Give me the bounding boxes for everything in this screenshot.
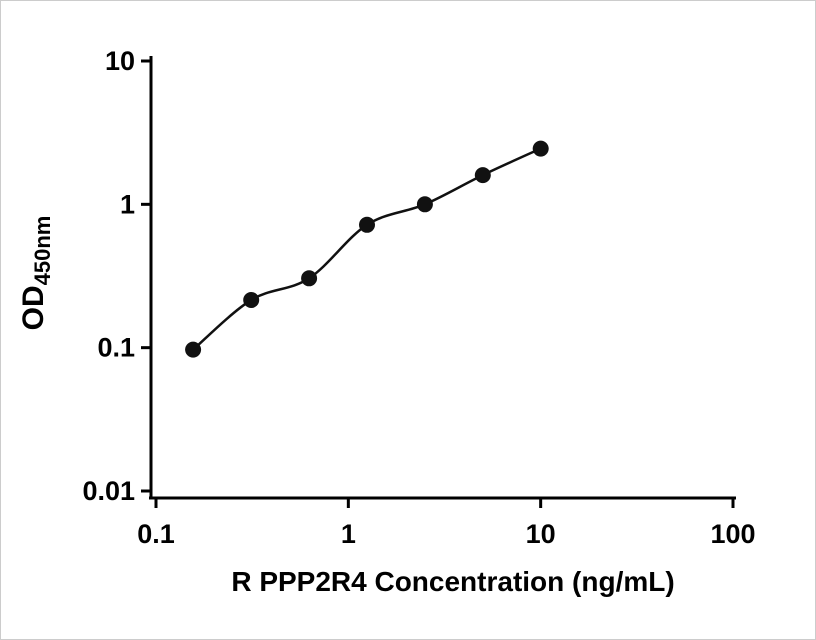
data-point (185, 341, 202, 358)
y-tick-label: 10 (105, 46, 135, 76)
y-tick-label: 1 (120, 189, 135, 219)
y-axis-title-main: OD (17, 285, 50, 330)
y-axis-title: OD450nm (17, 216, 55, 331)
data-point (301, 270, 318, 287)
x-tick-label: 0.1 (137, 519, 175, 549)
data-point (359, 216, 375, 233)
y-tick-label: 0.01 (82, 476, 135, 506)
x-tick-label: 100 (710, 519, 755, 549)
data-points (185, 140, 549, 358)
tick-marks (141, 59, 735, 508)
x-axis-title: R PPP2R4 Concentration (ng/mL) (231, 566, 674, 597)
x-tick-label: 10 (526, 519, 556, 549)
data-point (416, 196, 433, 213)
data-point (532, 140, 549, 157)
data-point (474, 167, 491, 184)
y-axis-title-sub: 450nm (30, 216, 55, 286)
y-tick-label: 0.1 (97, 333, 135, 363)
axes (149, 56, 736, 500)
x-tick-label: 1 (341, 519, 356, 549)
data-point (243, 292, 260, 308)
